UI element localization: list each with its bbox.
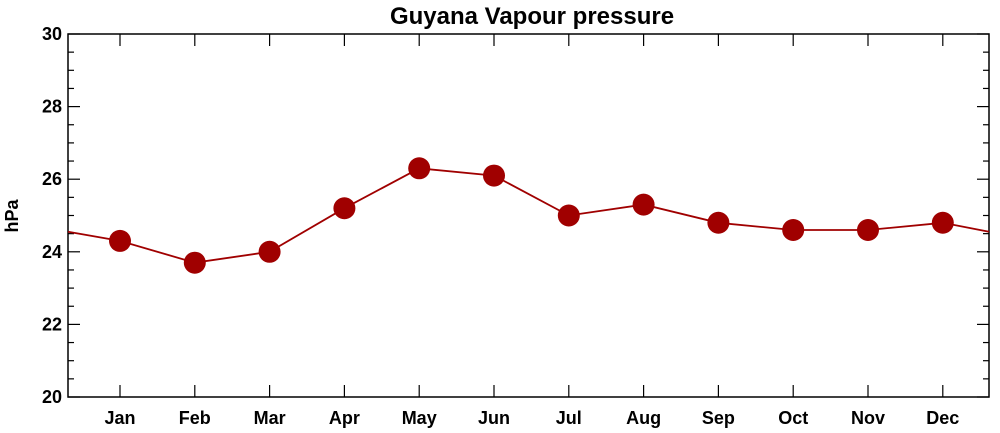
- y-axis-label: hPa: [2, 199, 22, 233]
- x-tick-label: Feb: [179, 408, 211, 428]
- data-point: [408, 157, 431, 180]
- x-tick-label: Sep: [702, 408, 735, 428]
- series-line: [67, 167, 990, 264]
- x-tick-label: Jun: [478, 408, 510, 428]
- chart-title: Guyana Vapour pressure: [390, 3, 674, 30]
- x-tick-label: Apr: [329, 408, 360, 428]
- data-point: [333, 197, 356, 220]
- y-tick-label: 24: [42, 242, 62, 262]
- x-tick-label: Nov: [851, 408, 885, 428]
- x-tick-label: Dec: [926, 408, 959, 428]
- series-group: [67, 157, 990, 274]
- x-tick-label: Jan: [104, 408, 135, 428]
- y-tick-label: 20: [42, 387, 62, 407]
- data-point: [557, 204, 580, 227]
- data-point: [782, 219, 805, 242]
- x-tick-label: Aug: [626, 408, 661, 428]
- y-tick-label: 28: [42, 97, 62, 117]
- data-point: [183, 251, 206, 274]
- y-axis: 20 22 24 26 28 30: [42, 24, 989, 407]
- data-point: [258, 240, 281, 263]
- data-point: [707, 211, 730, 234]
- x-tick-label: May: [402, 408, 437, 428]
- data-point: [483, 164, 505, 187]
- x-tick-label: Jul: [556, 408, 582, 428]
- y-tick-label: 26: [42, 169, 62, 189]
- y-tick-label: 22: [42, 314, 62, 334]
- plot-frame: [67, 33, 990, 398]
- y-tick-label: 30: [42, 24, 62, 44]
- x-tick-label: Mar: [254, 408, 286, 428]
- data-point: [857, 219, 879, 242]
- data-point: [931, 211, 954, 234]
- x-tick-label: Oct: [778, 408, 808, 428]
- x-axis: Jan Feb Mar Apr May Jun Jul Aug Sep Oct Nov Dec: [104, 34, 959, 428]
- data-point: [632, 193, 655, 216]
- data-point: [109, 229, 131, 252]
